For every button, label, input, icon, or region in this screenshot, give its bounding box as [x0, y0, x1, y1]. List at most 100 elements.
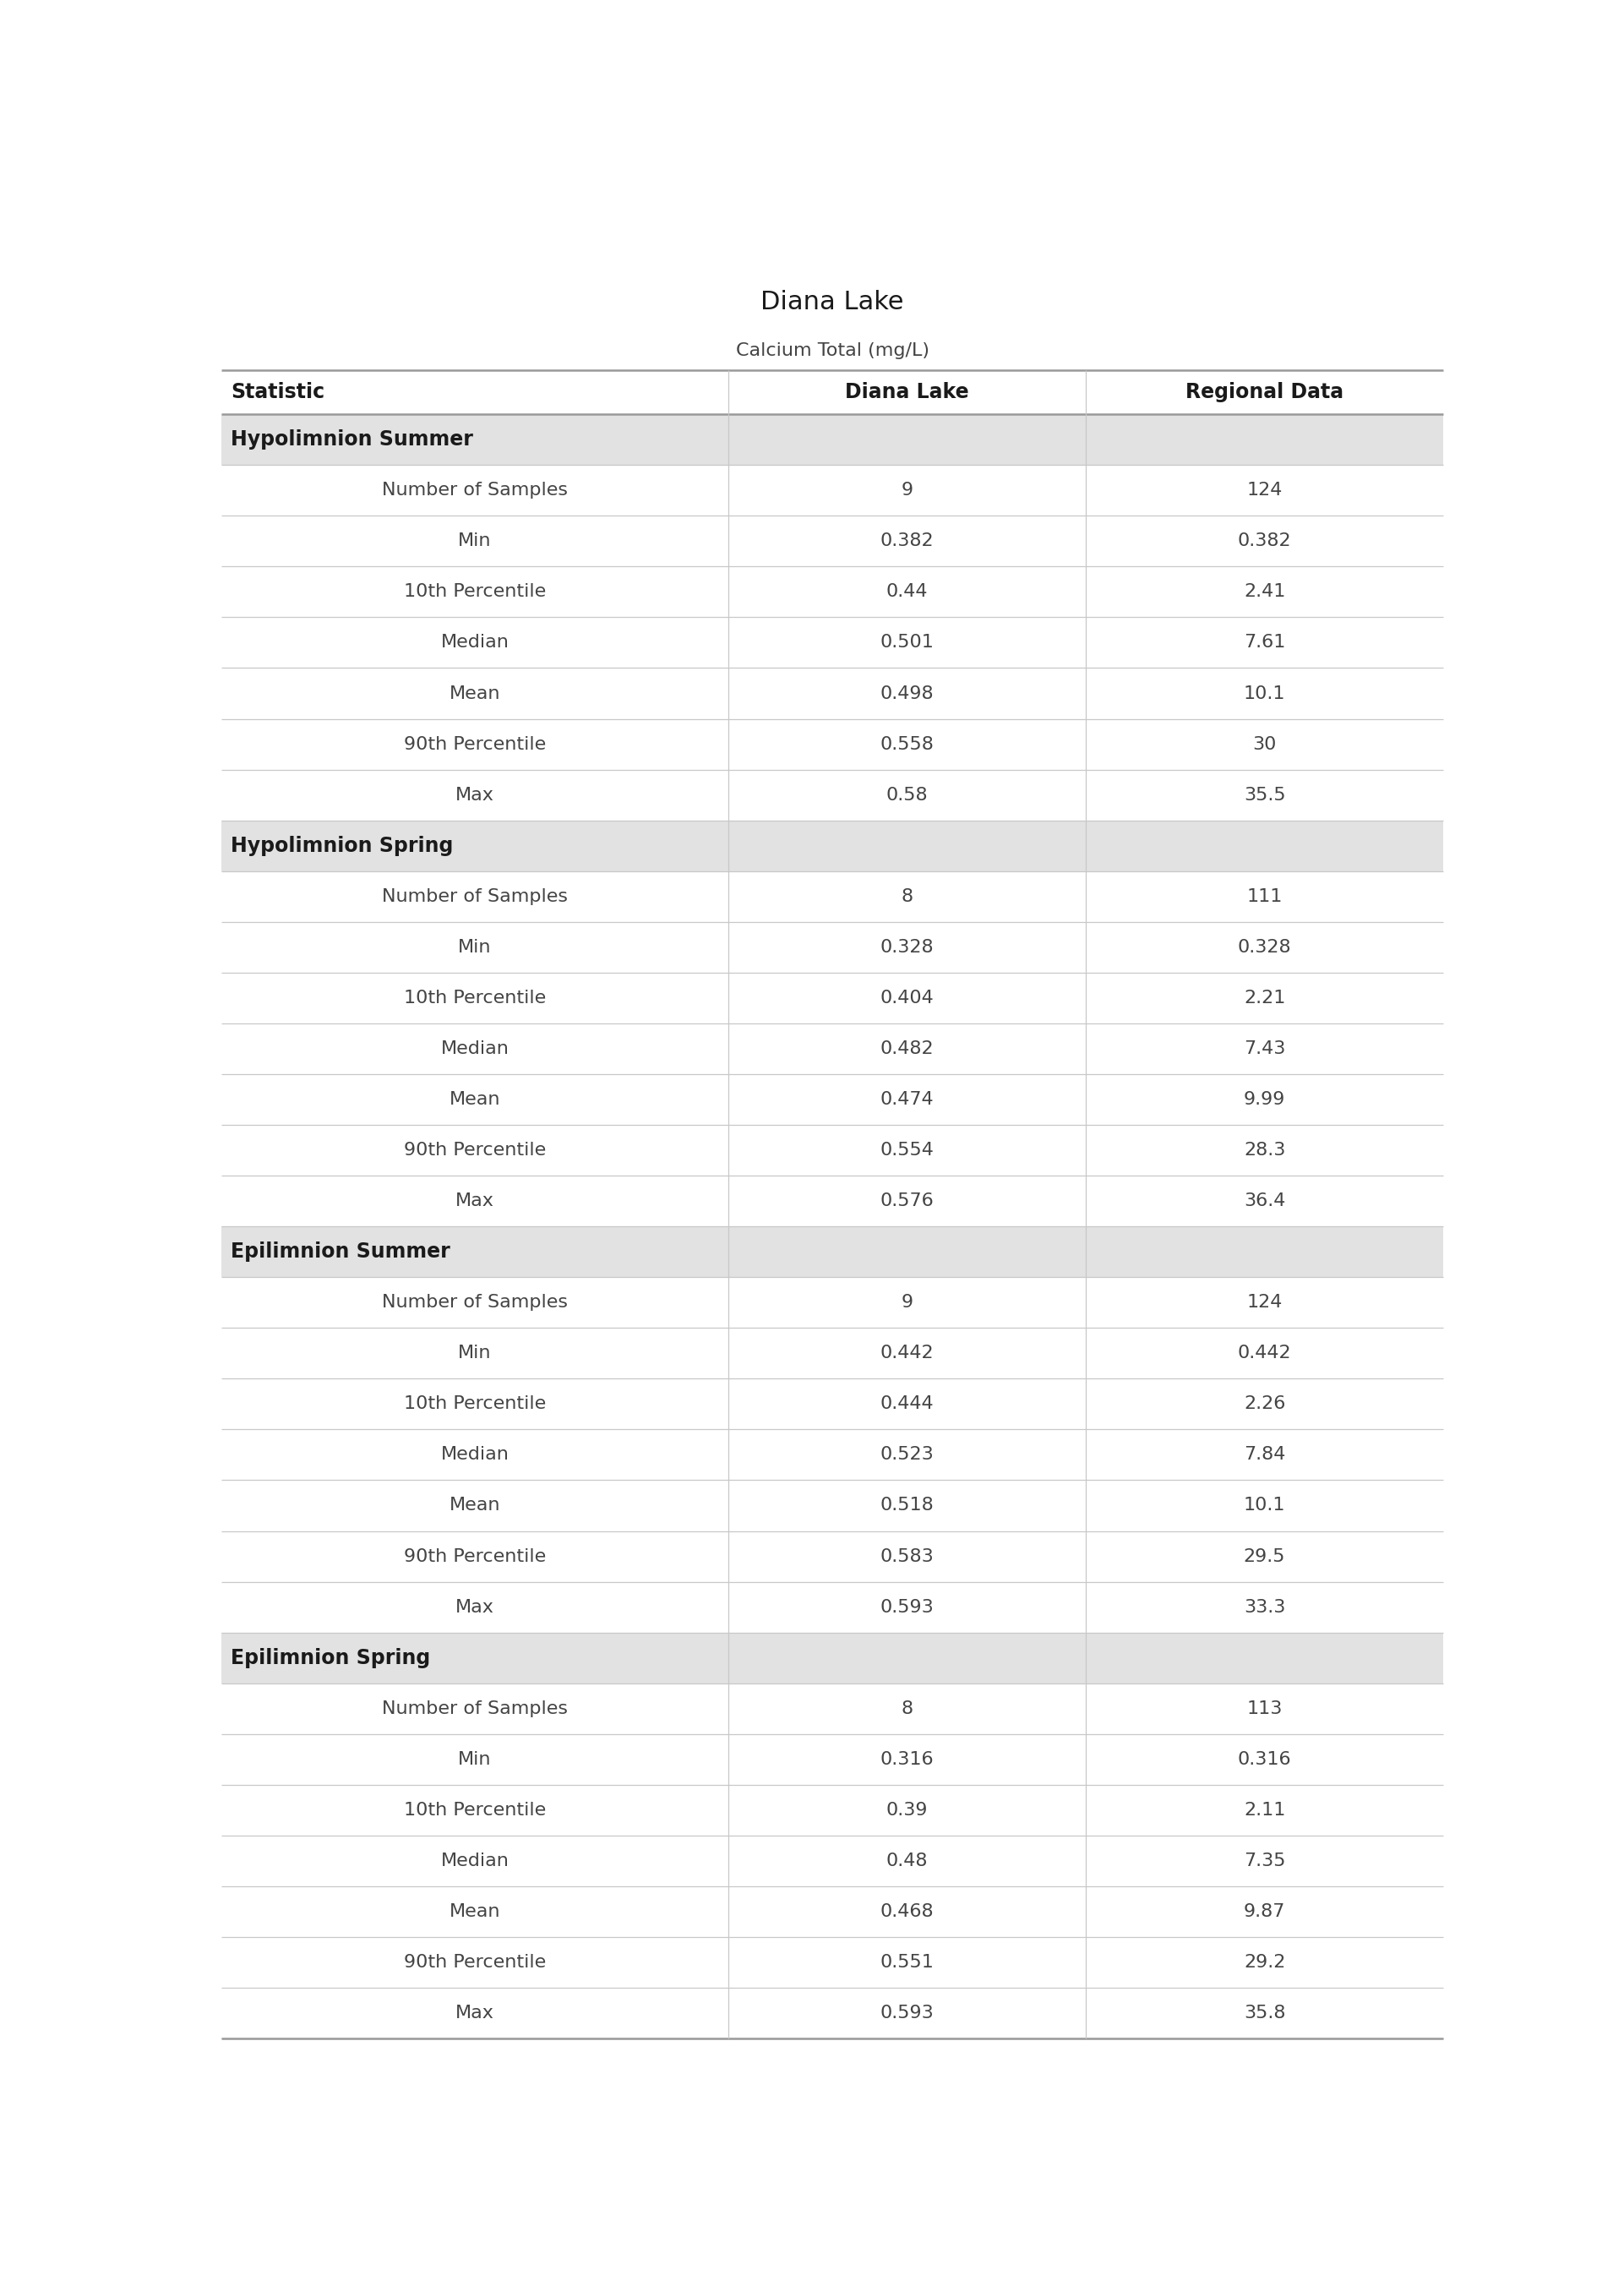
Text: Statistic: Statistic — [231, 381, 325, 402]
Text: Epilimnion Spring: Epilimnion Spring — [231, 1648, 430, 1668]
Text: 0.593: 0.593 — [880, 2004, 934, 2023]
Text: Number of Samples: Number of Samples — [382, 888, 568, 906]
Text: 0.316: 0.316 — [1237, 1750, 1291, 1768]
Text: 0.468: 0.468 — [880, 1902, 934, 1920]
Text: Min: Min — [458, 1344, 492, 1362]
Text: Regional Data: Regional Data — [1186, 381, 1343, 402]
Text: 7.43: 7.43 — [1244, 1040, 1286, 1058]
Text: 0.382: 0.382 — [880, 533, 934, 549]
Bar — [221, 872, 1444, 922]
Text: Number of Samples: Number of Samples — [382, 1294, 568, 1312]
Text: 0.593: 0.593 — [880, 1598, 934, 1616]
Text: 0.44: 0.44 — [887, 583, 927, 599]
Text: 36.4: 36.4 — [1244, 1192, 1286, 1210]
Bar — [221, 922, 1444, 972]
Text: 0.551: 0.551 — [880, 1954, 934, 1970]
Text: 10.1: 10.1 — [1244, 686, 1286, 701]
Text: Median: Median — [440, 1040, 508, 1058]
Text: 10.1: 10.1 — [1244, 1498, 1286, 1514]
Text: Mean: Mean — [450, 686, 500, 701]
Bar — [221, 1480, 1444, 1530]
Bar — [221, 272, 1444, 334]
Text: 0.442: 0.442 — [1237, 1344, 1291, 1362]
Bar — [221, 1278, 1444, 1328]
Text: 0.558: 0.558 — [880, 735, 934, 754]
Text: Number of Samples: Number of Samples — [382, 481, 568, 499]
Text: 2.21: 2.21 — [1244, 990, 1286, 1006]
Text: 8: 8 — [901, 888, 913, 906]
Text: 2.41: 2.41 — [1244, 583, 1286, 599]
Bar — [221, 1328, 1444, 1378]
Text: Mean: Mean — [450, 1498, 500, 1514]
Text: 0.583: 0.583 — [880, 1548, 934, 1564]
Text: 113: 113 — [1247, 1700, 1283, 1716]
Text: Max: Max — [455, 1598, 494, 1616]
Bar — [221, 1530, 1444, 1582]
Bar — [221, 1936, 1444, 1989]
Text: 10th Percentile: 10th Percentile — [404, 1802, 546, 1818]
Text: 0.518: 0.518 — [880, 1498, 934, 1514]
Text: 0.382: 0.382 — [1237, 533, 1291, 549]
Bar — [221, 1836, 1444, 1886]
Text: Max: Max — [455, 1192, 494, 1210]
Bar — [221, 465, 1444, 515]
Text: Max: Max — [455, 785, 494, 804]
Text: Median: Median — [440, 1852, 508, 1868]
Text: Median: Median — [440, 633, 508, 651]
Text: Max: Max — [455, 2004, 494, 2023]
Text: 0.404: 0.404 — [880, 990, 934, 1006]
Text: 29.5: 29.5 — [1244, 1548, 1286, 1564]
Bar — [221, 1430, 1444, 1480]
Bar — [221, 972, 1444, 1024]
Bar — [221, 720, 1444, 770]
Bar — [221, 819, 1444, 872]
Bar — [221, 370, 1444, 413]
Text: 7.61: 7.61 — [1244, 633, 1286, 651]
Text: 2.11: 2.11 — [1244, 1802, 1286, 1818]
Text: Mean: Mean — [450, 1902, 500, 1920]
Text: 0.316: 0.316 — [880, 1750, 934, 1768]
Bar — [221, 1126, 1444, 1176]
Text: 0.442: 0.442 — [880, 1344, 934, 1362]
Text: Diana Lake: Diana Lake — [844, 381, 970, 402]
Text: 0.523: 0.523 — [880, 1446, 934, 1464]
Bar — [221, 1784, 1444, 1836]
Bar — [221, 1734, 1444, 1784]
Text: 35.5: 35.5 — [1244, 785, 1286, 804]
Text: 0.554: 0.554 — [880, 1142, 934, 1158]
Text: 9: 9 — [901, 481, 913, 499]
Text: 7.35: 7.35 — [1244, 1852, 1286, 1868]
Text: 0.328: 0.328 — [880, 940, 934, 956]
Text: Hypolimnion Spring: Hypolimnion Spring — [231, 835, 453, 856]
Text: 28.3: 28.3 — [1244, 1142, 1286, 1158]
Bar — [221, 1378, 1444, 1430]
Text: 0.444: 0.444 — [880, 1396, 934, 1412]
Text: 30: 30 — [1252, 735, 1276, 754]
Text: 10th Percentile: 10th Percentile — [404, 583, 546, 599]
Bar — [221, 1989, 1444, 2038]
Text: 29.2: 29.2 — [1244, 1954, 1286, 1970]
Bar — [221, 334, 1444, 370]
Text: 0.482: 0.482 — [880, 1040, 934, 1058]
Text: Min: Min — [458, 1750, 492, 1768]
Text: Min: Min — [458, 533, 492, 549]
Text: 33.3: 33.3 — [1244, 1598, 1286, 1616]
Text: 0.39: 0.39 — [887, 1802, 927, 1818]
Bar — [221, 1024, 1444, 1074]
Bar — [221, 1176, 1444, 1226]
Bar — [221, 1074, 1444, 1126]
Bar — [221, 413, 1444, 465]
Text: 8: 8 — [901, 1700, 913, 1716]
Bar — [221, 770, 1444, 819]
Text: 7.84: 7.84 — [1244, 1446, 1286, 1464]
Text: Median: Median — [440, 1446, 508, 1464]
Text: 0.48: 0.48 — [887, 1852, 927, 1868]
Text: 124: 124 — [1247, 481, 1283, 499]
Bar — [221, 1632, 1444, 1684]
Text: Hypolimnion Summer: Hypolimnion Summer — [231, 429, 473, 449]
Text: Calcium Total (mg/L): Calcium Total (mg/L) — [736, 343, 929, 359]
Text: 90th Percentile: 90th Percentile — [404, 1954, 546, 1970]
Text: 10th Percentile: 10th Percentile — [404, 1396, 546, 1412]
Text: Number of Samples: Number of Samples — [382, 1700, 568, 1716]
Text: 9.99: 9.99 — [1244, 1092, 1286, 1108]
